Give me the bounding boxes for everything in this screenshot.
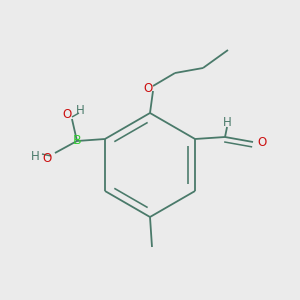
Text: O: O [143, 82, 153, 95]
Text: H: H [76, 103, 84, 116]
Text: H: H [31, 149, 39, 163]
Text: O: O [257, 136, 267, 149]
Text: O: O [42, 152, 52, 164]
Text: H: H [223, 116, 231, 130]
Text: O: O [62, 109, 72, 122]
Text: B: B [73, 134, 81, 148]
